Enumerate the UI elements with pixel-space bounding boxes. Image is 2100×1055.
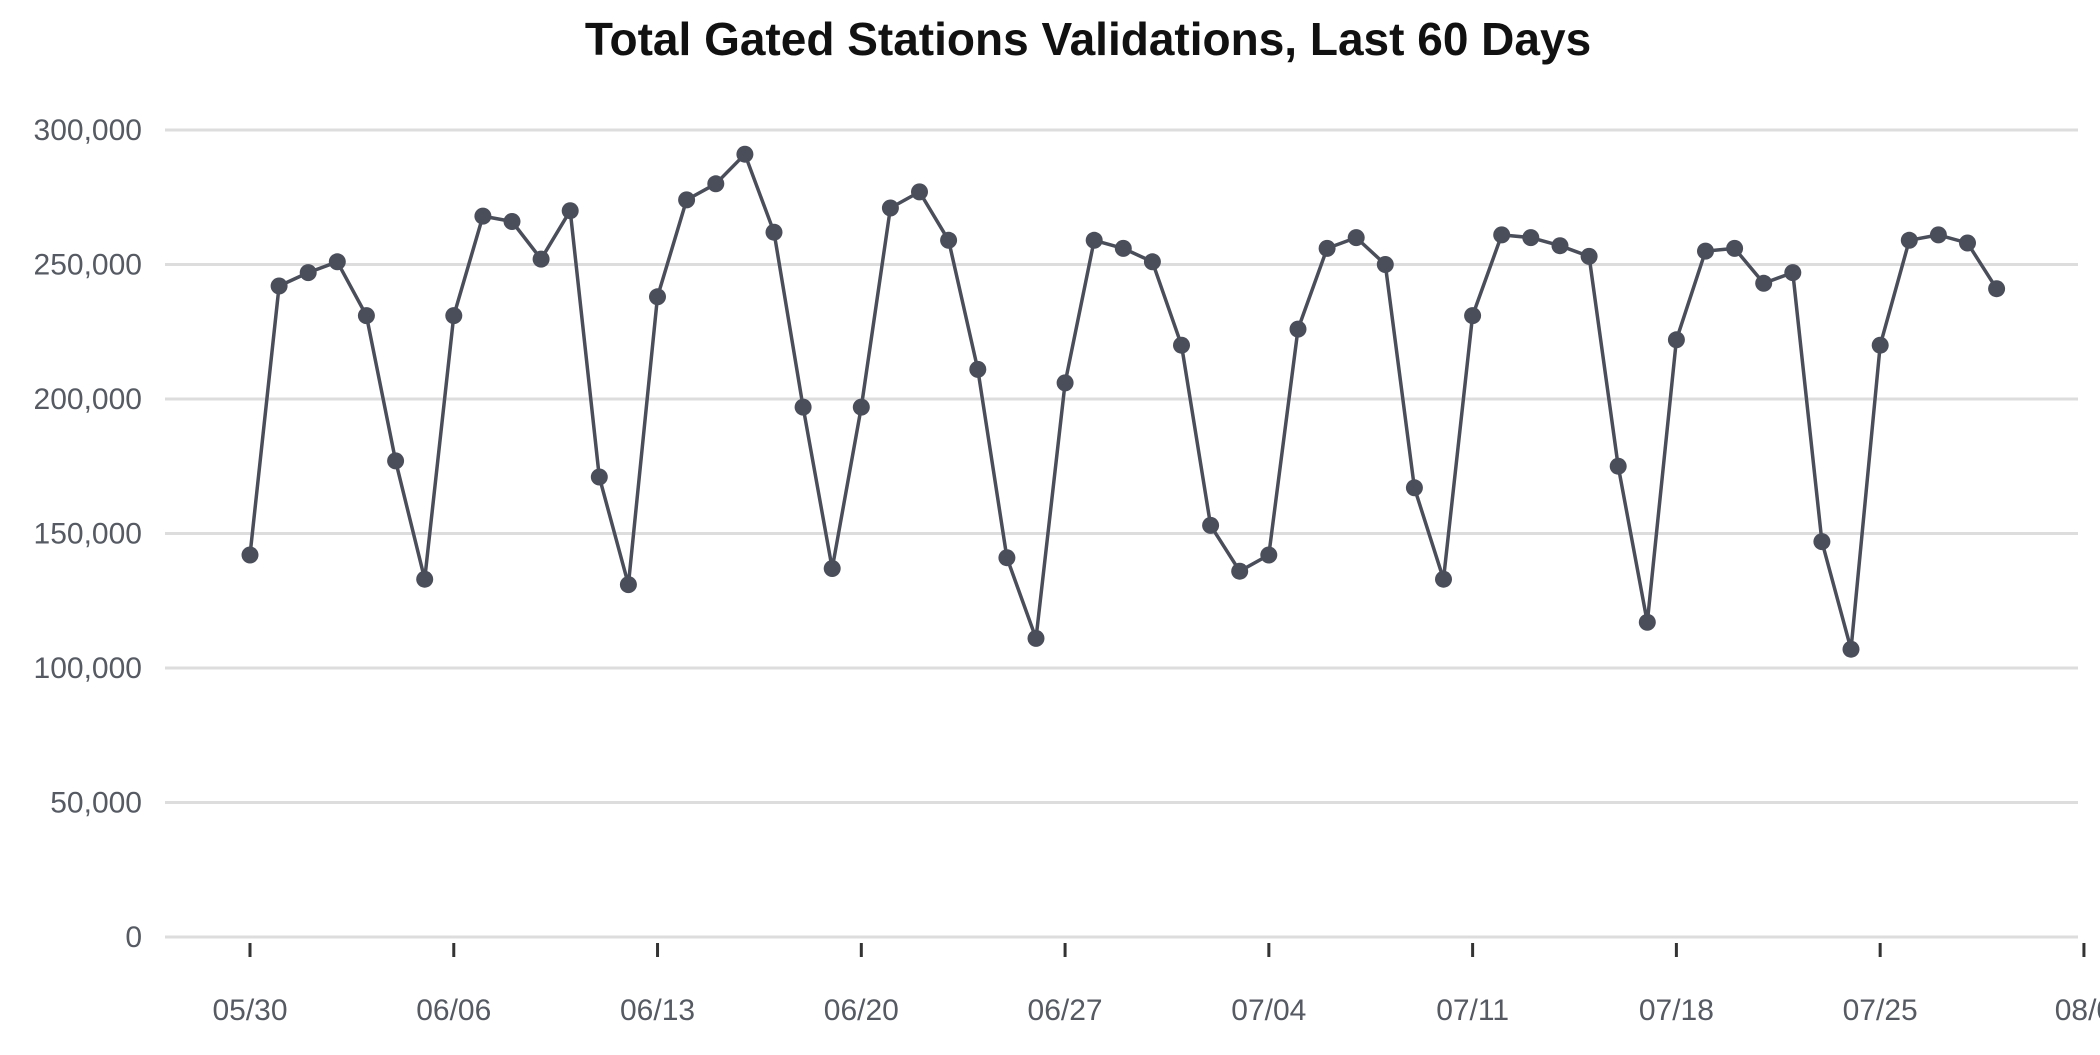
x-tick-label: 06/13 xyxy=(620,994,695,1027)
x-tick-label: 05/30 xyxy=(212,994,287,1027)
y-axis-tick-labels: 0 50,000 100,000 150,000 200,000 250,000 300,0… xyxy=(34,114,142,954)
data-point xyxy=(474,207,492,225)
data-point xyxy=(765,223,783,241)
data-point xyxy=(1202,516,1220,534)
data-point xyxy=(1318,239,1336,257)
data-point xyxy=(1056,374,1074,392)
data-point xyxy=(1085,231,1103,249)
data-point xyxy=(1464,307,1482,325)
data-point xyxy=(619,576,637,594)
x-tick-label: 06/27 xyxy=(1028,994,1103,1027)
data-point xyxy=(1609,457,1627,475)
data-point xyxy=(881,199,899,217)
data-point xyxy=(940,231,958,249)
series-layer xyxy=(241,145,2006,658)
data-point xyxy=(1347,229,1365,247)
data-point xyxy=(1842,640,1860,658)
data-point xyxy=(328,253,346,271)
chart-title: Total Gated Stations Validations, Last 6… xyxy=(585,13,1591,65)
x-tick-label: 06/06 xyxy=(416,994,491,1027)
data-point xyxy=(1871,336,1889,354)
data-point xyxy=(1405,479,1423,497)
data-point xyxy=(387,452,405,470)
data-point xyxy=(1813,533,1831,551)
data-point xyxy=(1726,239,1744,257)
data-point xyxy=(270,277,288,295)
data-point xyxy=(1435,570,1452,588)
data-point xyxy=(1376,256,1394,273)
data-point xyxy=(1638,613,1656,631)
data-point xyxy=(1493,226,1511,244)
data-point xyxy=(1959,234,1976,252)
x-tick-label: 07/18 xyxy=(1639,994,1714,1027)
data-point xyxy=(852,398,870,416)
x-tick-label: 06/20 xyxy=(824,994,899,1027)
y-tick-label: 0 xyxy=(125,921,142,954)
y-tick-label: 50,000 xyxy=(50,787,142,820)
gridlines xyxy=(165,128,2078,939)
data-point xyxy=(1522,229,1540,247)
y-tick-label: 150,000 xyxy=(34,518,142,551)
y-tick-label: 250,000 xyxy=(34,249,142,282)
data-point xyxy=(1260,546,1278,564)
data-point xyxy=(911,183,928,201)
x-tick-label: 07/11 xyxy=(1436,994,1509,1027)
data-point xyxy=(1289,320,1307,338)
data-point xyxy=(1988,280,2006,298)
data-point xyxy=(1231,562,1249,580)
data-point xyxy=(1697,242,1714,260)
y-tick-label: 200,000 xyxy=(34,383,142,416)
data-point xyxy=(1900,231,1918,249)
data-point xyxy=(1173,336,1190,354)
data-point xyxy=(794,398,812,416)
x-tick-label: 07/25 xyxy=(1843,994,1918,1027)
data-point xyxy=(736,145,754,163)
data-point xyxy=(678,191,696,209)
data-point xyxy=(1114,239,1132,257)
data-point xyxy=(998,549,1016,567)
data-point xyxy=(1143,253,1161,271)
x-axis: 05/30 06/06 06/13 06/20 06/27 07/04 07/11 07/18… xyxy=(212,943,2100,1027)
data-point xyxy=(1755,274,1773,292)
data-point xyxy=(649,288,666,306)
data-point xyxy=(561,202,579,220)
data-point xyxy=(445,307,463,325)
data-point xyxy=(1551,237,1569,255)
data-point xyxy=(1027,629,1045,647)
data-point xyxy=(590,468,608,486)
data-point xyxy=(503,213,521,230)
data-point xyxy=(241,546,259,564)
data-point xyxy=(1667,331,1685,349)
data-point xyxy=(1580,247,1598,265)
data-point xyxy=(299,264,317,282)
x-tick-label: 08/0 xyxy=(2055,994,2100,1027)
data-point xyxy=(416,570,434,588)
data-point xyxy=(1929,226,1947,244)
data-point xyxy=(823,560,841,577)
data-point xyxy=(707,175,725,193)
y-tick-label: 100,000 xyxy=(34,652,142,685)
data-point xyxy=(532,250,550,268)
data-point xyxy=(969,360,987,378)
x-tick-label: 07/04 xyxy=(1231,994,1306,1027)
y-tick-label: 300,000 xyxy=(34,114,142,147)
data-point xyxy=(357,307,375,325)
data-point xyxy=(1784,264,1802,282)
